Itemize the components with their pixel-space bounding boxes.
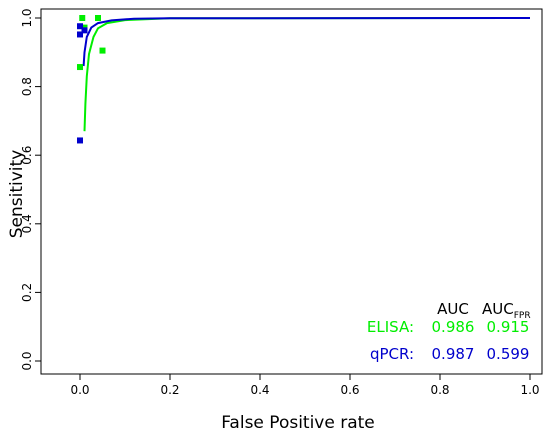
aucfpr-header-sub: FPR: [514, 311, 531, 321]
x-tick-label: 0.6: [340, 383, 359, 397]
point-qpcr: [81, 27, 88, 34]
y-tick-label: 0.0: [20, 351, 34, 370]
x-tick-label: 0.8: [430, 383, 449, 397]
auc-legend: AUC AUCFPR ELISA: 0.986 0.915 qPCR: 0.98…: [367, 300, 531, 363]
roc-points: [77, 15, 106, 144]
y-axis-label: Sensitivity: [7, 150, 27, 239]
x-tick-label: 0.0: [70, 383, 89, 397]
y-tick-label: 0.6: [20, 146, 34, 165]
y-tick-label: 0.8: [20, 77, 34, 96]
qpcr-auc: 0.987: [432, 345, 475, 363]
point-qpcr: [77, 137, 83, 144]
elisa-auc: 0.986: [432, 318, 475, 336]
point-elisa: [95, 15, 101, 21]
auc-header: AUC: [437, 300, 469, 318]
x-tick-label: 1.0: [520, 383, 539, 397]
point-elisa: [79, 15, 86, 21]
x-tick-label: 0.2: [160, 383, 179, 397]
plot-frame: [40, 8, 543, 375]
aucfpr-header: AUCFPR: [482, 300, 531, 321]
y-tick-label: 0.2: [20, 283, 34, 302]
curve-qpcr: [82, 17, 531, 67]
y-tick-label: 0.4: [20, 214, 34, 233]
elisa-aucfpr: 0.915: [487, 318, 530, 336]
point-qpcr: [77, 23, 83, 30]
x-axis-label: False Positive rate: [221, 413, 375, 433]
y-tick-label: 1.0: [20, 8, 34, 27]
curve-elisa: [83, 17, 531, 132]
qpcr-label: qPCR:: [370, 345, 414, 363]
point-qpcr: [77, 31, 83, 38]
x-axis: 0.0 0.2 0.4 0.6 0.8 1.0: [70, 374, 540, 397]
y-axis: 0.0 0.2 0.4 0.6 0.8 1.0: [20, 8, 41, 371]
qpcr-aucfpr: 0.599: [487, 345, 530, 363]
roc-curves: [82, 17, 531, 132]
point-elisa: [77, 64, 83, 71]
elisa-label: ELISA:: [367, 318, 414, 336]
point-elisa: [99, 47, 106, 54]
aucfpr-header-main: AUC: [482, 300, 514, 318]
x-tick-label: 0.4: [250, 383, 269, 397]
